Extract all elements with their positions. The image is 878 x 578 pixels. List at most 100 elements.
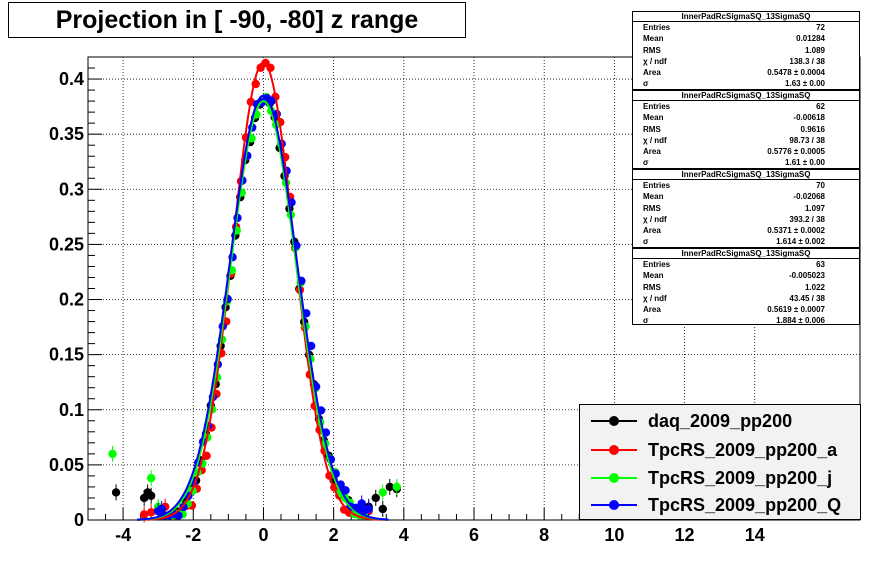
stats-title: InnerPadRcSigmaSQ_13SigmaSQ <box>633 91 859 101</box>
stats-area-value: 0.5776 ± 0.0005 <box>767 147 825 157</box>
y-tick-label: 0.4 <box>59 69 84 89</box>
stats-area-label: Area <box>643 305 661 315</box>
stats-area-label: Area <box>643 68 661 78</box>
legend-label: TpcRS_2009_pp200_a <box>648 440 838 460</box>
stats-chi2-label: χ / ndf <box>643 293 667 303</box>
stats-rms-label: RMS <box>643 203 661 213</box>
stats-entries-row: Entries 63 <box>633 259 859 270</box>
data-point-0 <box>371 493 380 503</box>
stats-entries-value: 62 <box>816 102 825 111</box>
stats-mean-value: -0.00618 <box>793 113 825 123</box>
stats-mean-label: Mean <box>643 271 664 281</box>
legend-item-j: TpcRS_2009_pp200_j <box>580 464 862 493</box>
stats-sigma-label: σ <box>643 316 649 326</box>
stats-area-value: 0.5619 ± 0.0007 <box>767 305 825 315</box>
stats-sigma-value: 1.63 ± 0.00 <box>785 79 825 89</box>
stats-mean-label: Mean <box>643 113 664 123</box>
y-tick-label: 0.3 <box>59 179 84 199</box>
data-point-2 <box>108 449 117 459</box>
stats-chi2-row: χ / ndf 393.2 / 38 <box>633 214 859 225</box>
legend-marker <box>609 500 619 510</box>
stats-rms-label: RMS <box>643 45 661 55</box>
x-tick-label: 4 <box>399 525 409 545</box>
x-tick-label: 8 <box>539 525 549 545</box>
stats-entries-value: 72 <box>816 23 825 32</box>
stats-area-row: Area 0.5776 ± 0.0005 <box>633 146 859 157</box>
x-tick-label: -4 <box>115 525 131 545</box>
x-tick-label: 12 <box>675 525 695 545</box>
stats-mean-value: -0.005023 <box>788 271 825 281</box>
stats-mean-row: Mean -0.00618 <box>633 112 859 123</box>
legend-item-Q: TpcRS_2009_pp200_Q <box>580 491 862 520</box>
stats-sigma-label: σ <box>643 158 649 168</box>
stats-sigma-value: 1.884 ± 0.006 <box>776 316 825 326</box>
stats-mean-value: 0.01284 <box>796 34 825 44</box>
legend-label: TpcRS_2009_pp200_j <box>648 468 833 488</box>
x-tick-label: -2 <box>185 525 201 545</box>
stats-sigma-row: σ 1.614 ± 0.002 <box>633 236 859 247</box>
data-point-3 <box>174 511 183 520</box>
stats-sigma-value: 1.614 ± 0.002 <box>776 237 825 247</box>
stats-chi2-row: χ / ndf 138.3 / 38 <box>633 56 859 67</box>
stats-chi2-value: 393.2 / 38 <box>789 214 825 224</box>
stats-rms-value: 0.9616 <box>800 124 825 134</box>
stats-rms-row: RMS 0.9616 <box>633 124 859 135</box>
x-tick-label: 2 <box>329 525 339 545</box>
y-tick-label: 0.1 <box>59 400 84 420</box>
legend-label: TpcRS_2009_pp200_Q <box>648 495 842 515</box>
stats-chi2-value: 43.45 / 38 <box>789 293 825 303</box>
stats-entries-row: Entries 72 <box>633 22 859 33</box>
stats-area-row: Area 0.5619 ± 0.0007 <box>633 304 859 315</box>
stats-box: InnerPadRcSigmaSQ_13SigmaSQ Entries 62 Mean… <box>632 90 860 169</box>
legend-marker <box>609 445 619 455</box>
legend: daq_2009_pp200 TpcRS_2009_pp200_a TpcRS_… <box>579 404 861 520</box>
stats-mean-value: -0.02068 <box>793 192 825 202</box>
stats-sigma-label: σ <box>643 79 649 89</box>
y-tick-label: 0.35 <box>49 124 84 144</box>
y-tick-label: 0.15 <box>49 345 84 365</box>
stats-entries-value: 70 <box>816 181 825 190</box>
stats-chi2-value: 98.73 / 38 <box>789 135 825 145</box>
stats-entries-row: Entries 62 <box>633 101 859 112</box>
stats-rms-value: 1.022 <box>804 282 825 292</box>
stats-sigma-row: σ 1.61 ± 0.00 <box>633 157 859 168</box>
legend-marker <box>609 473 619 483</box>
fit-curve-2 <box>137 100 389 521</box>
x-tick-label: 14 <box>745 525 765 545</box>
stats-chi2-label: χ / ndf <box>643 214 667 224</box>
fit-curve-1 <box>137 61 389 521</box>
data-point-1 <box>146 508 156 517</box>
chart-title: Projection in [ -90, -80] z range <box>8 2 466 38</box>
stats-chi2-label: χ / ndf <box>643 135 667 145</box>
stats-rms-row: RMS 1.089 <box>633 45 859 56</box>
legend-item-a: TpcRS_2009_pp200_a <box>580 436 862 465</box>
stats-rms-value: 1.089 <box>804 45 825 55</box>
stats-mean-row: Mean 0.01284 <box>633 33 859 44</box>
stats-chi2-label: χ / ndf <box>643 56 667 66</box>
data-point-0 <box>111 488 121 497</box>
stats-area-row: Area 0.5478 ± 0.0004 <box>633 67 859 78</box>
stats-area-row: Area 0.5371 ± 0.0002 <box>633 225 859 236</box>
stats-box: InnerPadRcSigmaSQ_13SigmaSQ Entries 70 Mean… <box>632 169 860 248</box>
stats-rms-value: 1.097 <box>804 203 825 213</box>
stats-entries-label: Entries <box>643 181 671 190</box>
stats-chi2-row: χ / ndf 98.73 / 38 <box>633 135 859 146</box>
data-point-3 <box>341 486 350 495</box>
data-point-0 <box>146 491 156 500</box>
stats-rms-label: RMS <box>643 282 661 292</box>
data-point-3 <box>357 499 366 508</box>
y-tick-label: 0.2 <box>59 290 84 310</box>
stats-entries-label: Entries <box>643 102 671 111</box>
stats-entries-value: 63 <box>816 260 825 269</box>
stats-sigma-row: σ 1.884 ± 0.006 <box>633 315 859 326</box>
stats-rms-row: RMS 1.022 <box>633 282 859 293</box>
x-tick-label: 0 <box>258 525 268 545</box>
stats-area-value: 0.5478 ± 0.0004 <box>767 68 825 78</box>
stats-mean-row: Mean -0.02068 <box>633 191 859 202</box>
x-tick-label: 10 <box>604 525 624 545</box>
stats-entries-label: Entries <box>643 260 671 269</box>
stats-chi2-row: χ / ndf 43.45 / 38 <box>633 293 859 304</box>
data-point-2 <box>392 482 401 492</box>
data-point-1 <box>202 451 211 461</box>
stats-area-label: Area <box>643 226 661 236</box>
